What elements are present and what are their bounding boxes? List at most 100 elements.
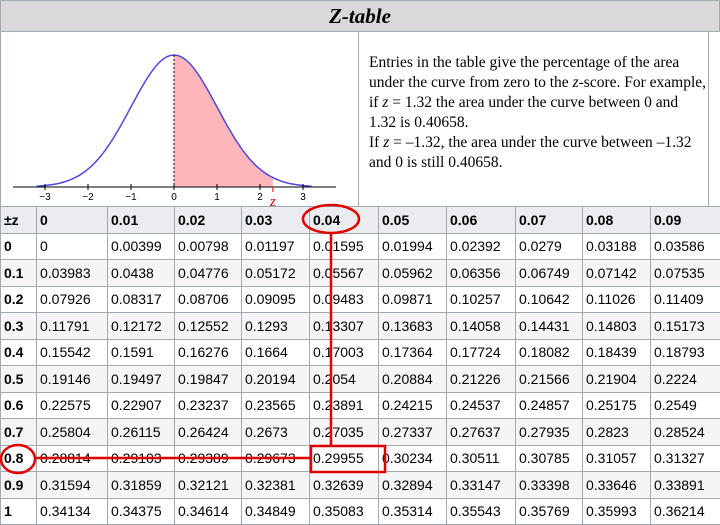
table-cell: 0.04776 <box>174 259 242 287</box>
table-cell: 0.03983 <box>36 259 108 287</box>
table-cell: 0.29389 <box>174 444 242 472</box>
column-header: 0.06 <box>446 206 516 234</box>
table-cell: 0.24537 <box>446 391 516 419</box>
table-cell: 0.31594 <box>36 471 108 499</box>
table-cell: 0.00798 <box>174 232 242 260</box>
table-cell: 0.11791 <box>36 312 108 340</box>
row-header: 0.8 <box>0 444 37 472</box>
table-cell: 0.01595 <box>309 232 379 260</box>
table-cell: 0.17724 <box>446 338 516 366</box>
table-cell: 0.33398 <box>515 471 583 499</box>
table-cell: 0.36214 <box>650 497 720 525</box>
table-cell: 0.12172 <box>107 312 175 340</box>
table-cell: 0.21904 <box>582 365 651 393</box>
table-cell: 0.32894 <box>378 471 447 499</box>
column-header: 0.07 <box>515 206 583 234</box>
table-cell: 0.13683 <box>378 312 447 340</box>
table-cell: 0.21226 <box>446 365 516 393</box>
table-cell: 0.1664 <box>241 338 310 366</box>
table-cell: 0.26115 <box>107 418 175 446</box>
table-cell: 0.22907 <box>107 391 175 419</box>
table-cell: 0.31327 <box>650 444 720 472</box>
table-cell: 0.05567 <box>309 259 379 287</box>
tick-label: 3 <box>300 192 306 203</box>
row-header: 0.2 <box>0 285 37 313</box>
table-cell: 0.29673 <box>241 444 310 472</box>
table-cell: 0.01197 <box>241 232 310 260</box>
table-row: 0 0 0.00399 0.00798 0.01197 0.01595 0.01994 0.0… <box>0 232 720 260</box>
row-header: 0.1 <box>0 259 37 287</box>
table-cell: 0.09871 <box>378 285 447 313</box>
row-header: 0.6 <box>0 391 37 419</box>
row-header: 0.3 <box>0 312 37 340</box>
tick-label: 1 <box>214 192 220 203</box>
column-header: 0 <box>36 206 108 234</box>
table-cell: 0.33891 <box>650 471 720 499</box>
row-header: 0.9 <box>0 471 37 499</box>
table-cell: 0.09095 <box>241 285 310 313</box>
table-cell: 0.03188 <box>582 232 651 260</box>
table-cell: 0.07926 <box>36 285 108 313</box>
bell-curve-graph: −3 −2 −1 0 1 2 3 z <box>0 31 336 206</box>
table-cell: 0.23565 <box>241 391 310 419</box>
table-cell: 0.18082 <box>515 338 583 366</box>
row-header: 1 <box>0 497 37 525</box>
row-header: 0.7 <box>0 418 37 446</box>
tick-label: 2 <box>257 192 263 203</box>
tick-label: −2 <box>82 192 94 203</box>
table-cell: 0.28524 <box>650 418 720 446</box>
table-cell: 0.14431 <box>515 312 583 340</box>
table-cell: 0.24857 <box>515 391 583 419</box>
table-cell: 0.35314 <box>378 497 447 525</box>
table-cell: 0.2054 <box>309 365 379 393</box>
header-row: ±z 0 0.01 0.02 0.03 0.04 0.05 0.06 0.07 0.08 0.09 <box>0 206 720 234</box>
table-cell: 0.24215 <box>378 391 447 419</box>
column-header: 0.01 <box>107 206 175 234</box>
table-cell: 0.2549 <box>650 391 720 419</box>
table-cell: 0.29103 <box>107 444 175 472</box>
table-cell: 0.27035 <box>309 418 379 446</box>
table-cell: 0.20884 <box>378 365 447 393</box>
table-cell: 0.2823 <box>582 418 651 446</box>
table-cell: 0.10257 <box>446 285 516 313</box>
table-row: 0.6 0.22575 0.22907 0.23237 0.23565 0.23891 0.… <box>0 391 720 419</box>
table-cell: 0.33646 <box>582 471 651 499</box>
table-cell: 0.14058 <box>446 312 516 340</box>
column-header: ±z <box>0 206 37 234</box>
table-cell: 0.21566 <box>515 365 583 393</box>
table-row: 1 0.34134 0.34375 0.34614 0.34849 0.35083 0.35… <box>0 497 720 525</box>
table-cell: 0.07142 <box>582 259 651 287</box>
table-cell: 0.27637 <box>446 418 516 446</box>
description-text: = –1.32, the area under the curve betwee… <box>369 134 692 171</box>
table-cell: 0.0279 <box>515 232 583 260</box>
table-cell: 0.14803 <box>582 312 651 340</box>
table-cell: 0.32381 <box>241 471 310 499</box>
table-cell: 0.35769 <box>515 497 583 525</box>
table-row: 0.4 0.15542 0.1591 0.16276 0.1664 0.17003 0.17… <box>0 338 720 366</box>
table-cell: 0.26424 <box>174 418 242 446</box>
description-text: z <box>383 134 390 151</box>
table-cell: 0 <box>36 232 108 260</box>
table-cell: 0.30234 <box>378 444 447 472</box>
description-text: If <box>369 134 384 151</box>
table-cell: 0.05962 <box>378 259 447 287</box>
table-row: 0.8 0.28814 0.29103 0.29389 0.29673 0.29955 0.… <box>0 444 720 472</box>
table-cell: 0.13307 <box>309 312 379 340</box>
table-cell: 0.33147 <box>446 471 516 499</box>
table-cell: 0.19847 <box>174 365 242 393</box>
z-table: ±z 0 0.01 0.02 0.03 0.04 0.05 0.06 0.07 0.08 0.09 … <box>0 206 720 525</box>
table-cell: 0.18793 <box>650 338 720 366</box>
table-cell: 0.30511 <box>446 444 516 472</box>
table-cell: 0.12552 <box>174 312 242 340</box>
column-header: 0.05 <box>378 206 447 234</box>
table-cell: 0.15542 <box>36 338 108 366</box>
table-cell: 0.01994 <box>378 232 447 260</box>
column-header: 0.03 <box>241 206 310 234</box>
table-cell: 0.1293 <box>241 312 310 340</box>
description-text: -score. For example, if <box>369 74 707 111</box>
table-cell: 0.05172 <box>241 259 310 287</box>
table-cell: 0.35543 <box>446 497 516 525</box>
row-header: 0.4 <box>0 338 37 366</box>
column-header: 0.04 <box>309 206 379 234</box>
